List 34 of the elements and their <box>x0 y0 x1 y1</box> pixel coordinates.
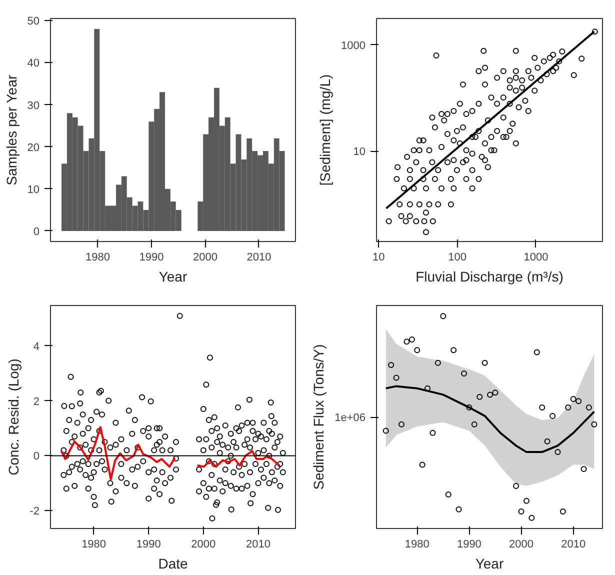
text: 1e+06 <box>334 412 366 424</box>
x-tick-label: 2010 <box>561 538 586 550</box>
x-tick-label: 2010 <box>246 252 272 264</box>
x-axis-title: Year <box>158 268 188 284</box>
y-tick-label: 50 <box>27 16 40 28</box>
y-axis-title: [Sediment] (mg/L) <box>317 74 334 186</box>
y-tick-label: 40 <box>27 58 40 70</box>
y-tick-label: 20 <box>27 142 40 154</box>
x-tick-label: 1990 <box>139 252 164 264</box>
x-tick-label: 1000 <box>524 252 548 264</box>
x-axis-title: Year <box>475 556 504 572</box>
y-tick-label: 30 <box>27 100 40 112</box>
x-tick-label: 2010 <box>246 538 270 550</box>
y-tick-label: 2 <box>33 396 40 408</box>
y-axis-title: Samples per Year <box>3 74 20 186</box>
y-axis-title: Sediment Flux (Tons/Y) <box>310 344 327 490</box>
y-tick-label: -2 <box>30 506 40 518</box>
x-tick-label: 1990 <box>456 538 482 550</box>
x-tick-label: 1980 <box>82 538 106 550</box>
x-tick-label: 2000 <box>509 538 534 550</box>
y-tick-label: 4 <box>33 340 40 353</box>
x-tick-label: 2000 <box>191 538 216 550</box>
y-tick-label: 0 <box>33 450 40 463</box>
y-tick-label: 0 <box>33 226 40 238</box>
x-tick-label: 1980 <box>404 538 430 550</box>
x-axis-title: Date <box>158 556 188 572</box>
y-tick-label: 10 <box>27 184 40 196</box>
x-tick-label: 1990 <box>136 538 161 550</box>
y-axis-title: Conc. Resid. (Log) <box>6 358 22 476</box>
x-tick-label: 10 <box>372 252 385 264</box>
x-axis-title: Fluvial Discharge (m³/s) <box>416 268 564 284</box>
x-tick-label: 2000 <box>193 252 218 264</box>
x-tick-label: 100 <box>448 252 466 264</box>
x-tick-label: 1980 <box>86 252 110 264</box>
